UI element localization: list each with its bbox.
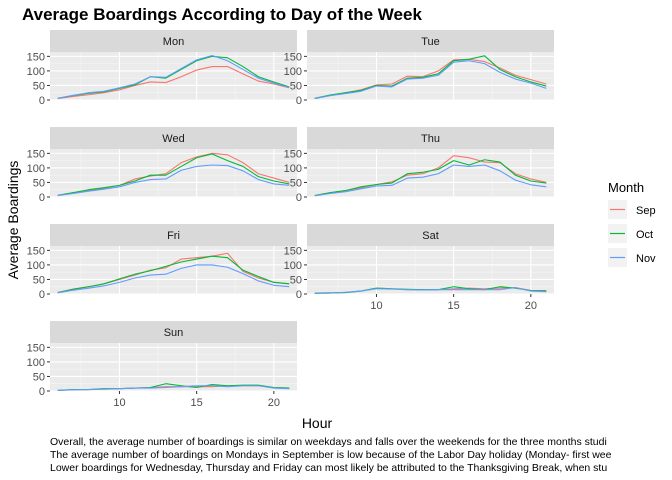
strip-background: [307, 30, 554, 52]
x-tick-label: 15: [191, 397, 203, 409]
legend-item-oct: Oct: [608, 224, 653, 243]
y-tick-label: 50: [290, 177, 302, 189]
x-tick-label: 20: [268, 397, 280, 409]
plot-background: [50, 343, 297, 391]
y-tick-label: 0: [296, 95, 302, 107]
panel-fri: Fri 0 50 100 150: [27, 224, 297, 301]
y-tick-label: 150: [284, 51, 302, 63]
y-tick-label: 0: [39, 95, 45, 107]
series-line-nov: [314, 60, 547, 100]
y-tick-label: 100: [284, 66, 302, 78]
panel-tue: Tue 0 50 100 150: [284, 30, 554, 107]
legend-item-nov: Nov: [608, 248, 656, 267]
panel-thu: Thu 0 50 100 150: [284, 127, 554, 204]
strip-label: Tue: [421, 36, 440, 48]
series-line-sep: [57, 152, 290, 197]
y-tick-label: 150: [284, 245, 302, 257]
series-line-oct: [57, 153, 290, 196]
strip-label: Sun: [164, 327, 184, 339]
legend: Month: [608, 180, 644, 195]
x-tick-label: 10: [370, 300, 382, 312]
y-tick-label: 0: [39, 192, 45, 204]
strip-background: [307, 127, 554, 149]
x-tick-label: 20: [525, 300, 537, 312]
strip-background: [50, 224, 297, 246]
panel-wed: Wed 0 50 100 150: [27, 127, 297, 204]
series-line-nov: [57, 264, 290, 294]
series-line-nov: [57, 385, 290, 391]
y-tick-label: 50: [33, 274, 45, 286]
y-tick-label: 150: [284, 148, 302, 160]
y-tick-label: 100: [27, 163, 45, 175]
panels: Mon050100150Tue050100150Wed050100150Thu0…: [27, 30, 554, 409]
strip-label: Sat: [422, 230, 439, 242]
panel-sun: Sun 0 50 100 150 10 15 20: [27, 321, 297, 409]
legend-label: Sep: [636, 205, 656, 217]
plot-background: [307, 246, 554, 294]
y-tick-label: 0: [39, 289, 45, 301]
panel-sat: Sat 0 50 100 150 10 15 20: [284, 224, 554, 312]
series-line-oct: [57, 255, 290, 294]
x-axis-title: Hour: [302, 415, 333, 431]
series-line-sep: [57, 66, 290, 100]
y-tick-label: 150: [27, 342, 45, 354]
strip-background: [307, 224, 554, 246]
legend-keys: Sep Oct Nov: [608, 200, 656, 267]
strip-background: [50, 321, 297, 343]
y-tick-label: 100: [27, 66, 45, 78]
y-tick-label: 150: [27, 148, 45, 160]
y-tick-label: 0: [296, 192, 302, 204]
legend-item-sep: Sep: [608, 200, 656, 219]
strip-background: [50, 127, 297, 149]
series-line-nov: [314, 164, 547, 197]
series-line-nov: [57, 164, 290, 197]
legend-title: Month: [608, 180, 644, 195]
y-tick-label: 50: [33, 177, 45, 189]
x-tick-label: 15: [448, 300, 460, 312]
y-tick-label: 100: [27, 357, 45, 369]
y-tick-label: 50: [33, 80, 45, 92]
panel-mon: Mon 0 50 100 150: [27, 30, 297, 107]
y-tick-label: 100: [284, 260, 302, 272]
strip-label: Wed: [162, 133, 184, 145]
series-line-oct: [57, 55, 290, 99]
y-tick-label: 0: [296, 289, 302, 301]
y-tick-label: 50: [33, 371, 45, 383]
y-tick-label: 0: [39, 386, 45, 398]
series-line-nov: [57, 54, 290, 99]
x-tick-label: 10: [113, 397, 125, 409]
caption-line-3: Lower boardings for Wednesday, Thursday …: [50, 462, 607, 474]
chart-title: Average Boardings According to Day of th…: [22, 5, 422, 24]
caption: Overall, the average number of boardings…: [50, 436, 612, 474]
y-tick-label: 50: [290, 274, 302, 286]
series-line-oct: [314, 159, 547, 197]
strip-background: [50, 30, 297, 52]
strip-label: Mon: [163, 36, 184, 48]
series-line-oct: [314, 55, 547, 99]
series-line-nov: [314, 287, 547, 294]
y-axis-title: Average Boardings: [5, 161, 21, 280]
legend-label: Nov: [636, 253, 656, 265]
strip-label: Fri: [167, 230, 180, 242]
y-tick-label: 150: [27, 51, 45, 63]
legend-label: Oct: [636, 229, 653, 241]
y-tick-label: 100: [27, 260, 45, 272]
y-tick-label: 150: [27, 245, 45, 257]
strip-label: Thu: [421, 133, 440, 145]
caption-line-2: The average number of boardings on Monda…: [50, 449, 612, 461]
y-tick-label: 50: [290, 80, 302, 92]
y-tick-label: 100: [284, 163, 302, 175]
caption-line-1: Overall, the average number of boardings…: [50, 436, 607, 448]
